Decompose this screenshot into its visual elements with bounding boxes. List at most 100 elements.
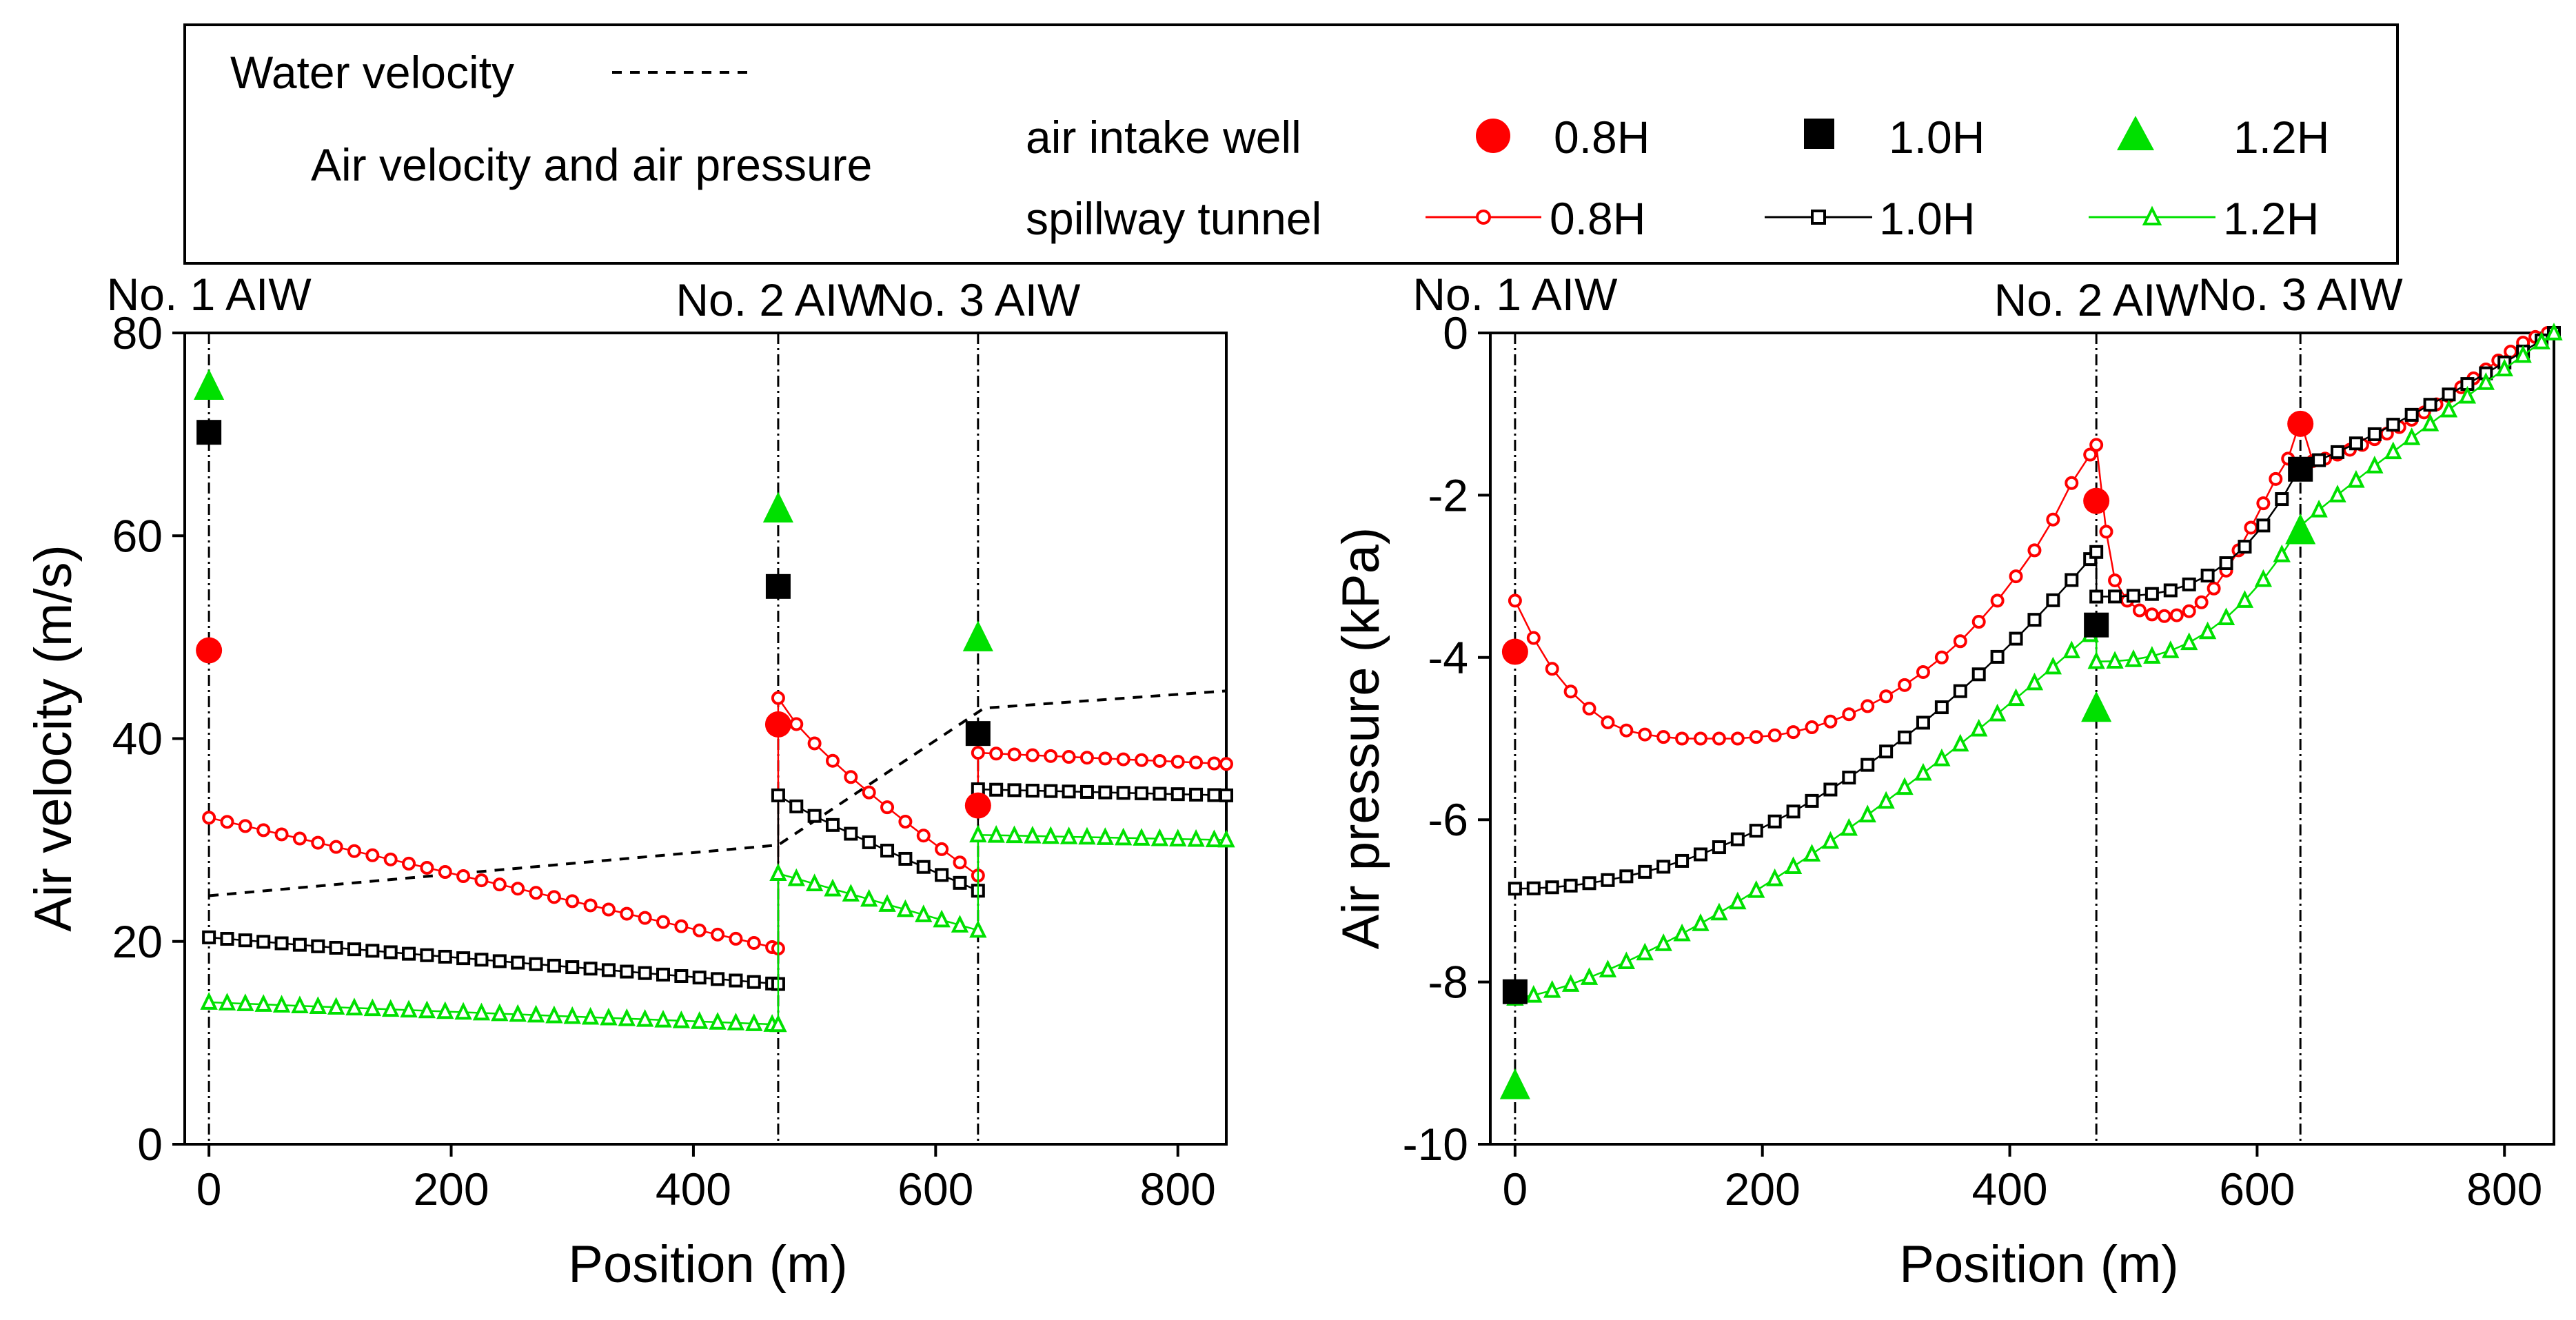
air-pressure-well-point-10h [1502, 979, 1528, 1004]
air-velocity-tunnel-point-08h [347, 844, 361, 858]
air-pressure-tunnel-point-10h [2349, 436, 2363, 451]
air-velocity-tunnel-point-08h [256, 823, 271, 837]
air-pressure-tunnel-point-08h [1619, 723, 1634, 738]
air-velocity-tunnel-point-10h [1025, 784, 1039, 798]
air-pressure-tunnel-point-10h [1601, 873, 1615, 887]
air-velocity-tunnel-point-10h [898, 851, 913, 866]
air-velocity-tunnel-point-08h [674, 919, 689, 933]
air-velocity-tunnel-point-12h [1096, 827, 1114, 845]
air-velocity-tunnel-point-08h [365, 848, 380, 862]
air-velocity-tunnel-point-10h [1044, 784, 1058, 798]
air-pressure-aiw-label-2: No. 2 AIW [1994, 274, 2200, 325]
air-velocity-y-tick-label: 20 [112, 916, 163, 967]
air-pressure-tunnel-point-08h [1675, 731, 1690, 746]
air-velocity-tunnel-point-08h [747, 935, 761, 950]
air-pressure-tunnel-point-12h [2403, 427, 2421, 445]
air-velocity-tunnel-point-08h [329, 840, 343, 854]
air-velocity-tunnel-point-12h [345, 997, 363, 1016]
air-pressure-well-point-10h [2288, 456, 2313, 482]
air-velocity-tunnel-point-12h [842, 884, 860, 902]
air-velocity-tunnel-point-12h [745, 1013, 763, 1031]
air-pressure-tunnel-point-08h [1934, 650, 1949, 664]
air-velocity-tunnel-point-12h [600, 1007, 618, 1026]
air-pressure-tunnel-point-08h [2182, 604, 2196, 618]
air-velocity-well-series-12h [194, 369, 993, 651]
air-pressure-tunnel-point-12h [1784, 856, 1803, 874]
air-velocity-well-series-08h [196, 637, 991, 819]
air-pressure-tunnel-point-08h [1749, 730, 1763, 744]
air-velocity-y-tick-label: 80 [112, 307, 163, 358]
air-velocity-tunnel-point-12h [472, 1002, 491, 1021]
air-pressure-tunnel-point-08h [1860, 699, 1875, 713]
air-velocity-tunnel-point-12h [915, 904, 933, 922]
air-pressure-tunnel-point-08h [2157, 609, 2171, 623]
air-pressure-tunnel-point-10h [2386, 418, 2400, 432]
air-pressure-tunnel-point-08h [1563, 684, 1578, 699]
air-pressure-tunnel-point-10h [1526, 881, 1541, 895]
air-velocity-tunnel-point-10h [511, 955, 525, 970]
air-pressure-aiw-label-1: No. 1 AIW [1412, 269, 1618, 320]
air-pressure-well-point-12h [2285, 513, 2316, 545]
air-pressure-x-tick-label: 600 [2219, 1164, 2295, 1215]
air-velocity-tunnel-point-12h [769, 863, 787, 881]
air-velocity-x-tick-label: 600 [897, 1164, 973, 1215]
air-pressure-tunnel-point-12h [2143, 646, 2161, 664]
air-pressure-tunnel-point-12h [1525, 984, 1543, 1003]
air-pressure-tunnel-point-08h [1879, 689, 1894, 704]
air-pressure-tunnel-point-12h [1914, 762, 1932, 781]
air-pressure-tunnel-point-10h [1582, 876, 1596, 891]
air-velocity-tunnel-point-08h [692, 923, 707, 937]
air-velocity-tunnel-point-12h [969, 920, 987, 938]
air-pressure-tunnel-point-12h [2440, 399, 2458, 418]
air-velocity-y-label: Air velocity (m/s) [24, 545, 83, 932]
air-pressure-tunnel-point-12h [1673, 923, 1691, 942]
air-pressure-tunnel-point-10h [2442, 387, 2456, 402]
legend-tunnel-1.0h-marker [1811, 210, 1826, 225]
air-velocity-aiw-label-2: No. 2 AIW [676, 274, 881, 325]
air-velocity-tunnel-point-12h [878, 894, 896, 912]
air-velocity-tunnel-point-12h [236, 993, 254, 1011]
air-pressure-tunnel-point-12h [2347, 469, 2365, 488]
air-pressure-tunnel-point-10h [1842, 771, 1856, 785]
legend-well-1.0h-marker [1804, 119, 1834, 149]
air-pressure-tunnel-point-12h [1840, 818, 1858, 836]
water-velocity-line [208, 689, 1227, 897]
air-velocity-tunnel-point-12h [1169, 829, 1187, 846]
air-pressure-tunnel-point-12h [2007, 688, 2025, 707]
air-pressure-tunnel-point-10h [1860, 758, 1875, 772]
air-pressure-tunnel-point-10h [1953, 684, 1967, 698]
air-velocity-tunnel-point-12h [363, 998, 381, 1017]
air-pressure-tunnel-point-10h [1898, 730, 1912, 744]
air-pressure-tunnel-point-08h [2027, 543, 2042, 558]
air-pressure-tunnel-point-10h [1934, 700, 1949, 715]
air-velocity-tunnel-point-10h [329, 940, 343, 955]
air-velocity-tunnel-point-10h [1135, 786, 1149, 800]
air-pressure-tunnel-point-12h [2162, 640, 2180, 658]
air-pressure-x-tick-label: 0 [1503, 1164, 1528, 1215]
air-pressure-tunnel-point-08h [1805, 720, 1819, 735]
air-pressure-tunnel-point-10h [2163, 583, 2178, 598]
air-velocity-axes: 0 200 400 600 800 0 20 40 60 80 [112, 307, 1216, 1215]
air-pressure-tunnel-point-12h [2062, 640, 2080, 659]
air-pressure-well-series-12h [1499, 513, 2316, 1099]
air-pressure-tunnel-point-10h [2046, 593, 2060, 607]
air-pressure-well-point-10h [2084, 612, 2109, 638]
air-velocity-tunnel-point-12h [860, 889, 878, 907]
legend-well-0.8h-marker [1476, 119, 1510, 153]
air-velocity-tunnel-point-12h [1114, 827, 1133, 846]
air-pressure-tunnel-point-12h [2198, 621, 2217, 640]
air-velocity-tunnel-point-10h [1116, 786, 1130, 800]
air-pressure-tunnel-point-10h [2331, 445, 2345, 459]
air-velocity-well-point-12h [194, 369, 225, 400]
air-velocity-tunnel-point-12h [327, 997, 345, 1015]
air-velocity-tunnel-point-10h [438, 949, 452, 964]
air-velocity-tunnel-point-12h [218, 993, 236, 1011]
air-pressure-tunnel-point-10h [1767, 814, 1782, 829]
air-velocity-tunnel-point-10h [825, 818, 840, 832]
air-velocity-tunnel-point-10h [692, 971, 707, 985]
air-velocity-x-tick-label: 200 [413, 1164, 489, 1215]
air-velocity-tunnel-point-08h [1062, 750, 1076, 764]
air-velocity-tunnel-point-12h [563, 1006, 581, 1024]
